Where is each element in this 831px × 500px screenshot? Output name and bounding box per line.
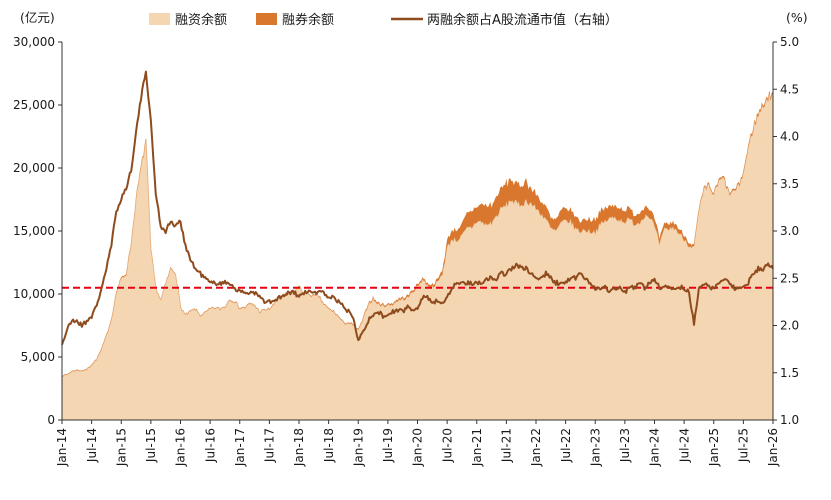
legend: 融资余额 融券余额 两融余额占A股流通市值（右轴）	[149, 12, 618, 28]
x-tick-label: Jan-19	[351, 428, 365, 467]
x-tick-label: Jul-14	[85, 428, 99, 463]
x-tick-label: Jul-15	[144, 428, 158, 463]
x-tick-label: Jul-19	[381, 428, 395, 463]
x-tick-label: Jan-23	[588, 428, 602, 467]
x-tick-label: Jan-15	[114, 428, 128, 467]
legend-label-financing-balance: 融资余额	[175, 12, 227, 28]
x-tick-label: Jul-22	[559, 428, 573, 463]
legend-swatch-financing-balance	[149, 13, 170, 25]
y-left-tick-label: 15,000	[13, 224, 55, 238]
x-tick-label: Jan-24	[648, 428, 662, 467]
x-tick-label: Jul-23	[618, 428, 632, 463]
x-tick-label: Jul-17	[263, 428, 277, 463]
y-left-tick-label: 0	[47, 413, 55, 427]
legend-label-securities-lending-balance: 融券余额	[282, 12, 334, 28]
y-right-tick-label: 2.5	[780, 271, 799, 285]
x-tick-label: Jan-20	[411, 428, 425, 467]
y-right-tick-label: 3.5	[780, 177, 799, 191]
ratio-line	[61, 70, 774, 346]
x-tick-label: Jul-20	[440, 428, 454, 463]
y-left-tick-label: 20,000	[13, 161, 55, 175]
plot-area: 0 5,000 10,000 15,000 20,000 25,000 30,000 1.0 1…	[13, 35, 799, 467]
x-tick-label: Jan-18	[292, 428, 306, 467]
x-tick-label: Jan-14	[55, 428, 69, 467]
left-axis-unit-label: (亿元)	[20, 10, 55, 25]
y-left-tick-label: 5,000	[21, 350, 55, 364]
y-right-tick-label: 1.0	[780, 413, 799, 427]
y-left-tick-label: 25,000	[13, 98, 55, 112]
x-tick-label: Jul-18	[322, 428, 336, 463]
x-tick-label: Jan-25	[707, 428, 721, 467]
y-right-tick-label: 5.0	[780, 35, 799, 49]
y-right-tick-label: 1.5	[780, 366, 799, 380]
legend-label-ratio: 两融余额占A股流通市值（右轴）	[427, 12, 618, 28]
y-right-tick-label: 4.0	[780, 130, 799, 144]
y-left-tick-label: 30,000	[13, 35, 55, 49]
y-left-tick-label: 10,000	[13, 287, 55, 301]
y-right-tick-label: 2.0	[780, 319, 799, 333]
legend-swatch-securities-lending-balance	[256, 13, 277, 25]
x-tick-label: Jan-22	[529, 428, 543, 467]
x-tick-label: Jul-25	[737, 428, 751, 463]
right-axis-unit-label: (%)	[786, 10, 808, 25]
x-tick-label: Jul-24	[677, 428, 691, 463]
x-tick-label: Jan-16	[174, 428, 188, 467]
y-right-tick-label: 3.0	[780, 224, 799, 238]
x-tick-label: Jan-21	[470, 428, 484, 467]
x-tick-label: Jul-21	[500, 428, 514, 463]
x-tick-label: Jan-17	[233, 428, 247, 467]
financing-balance-area	[61, 92, 774, 421]
y-right-tick-label: 4.5	[780, 82, 799, 96]
x-tick-label: Jan-26	[766, 428, 780, 467]
x-tick-label: Jul-16	[203, 428, 217, 463]
